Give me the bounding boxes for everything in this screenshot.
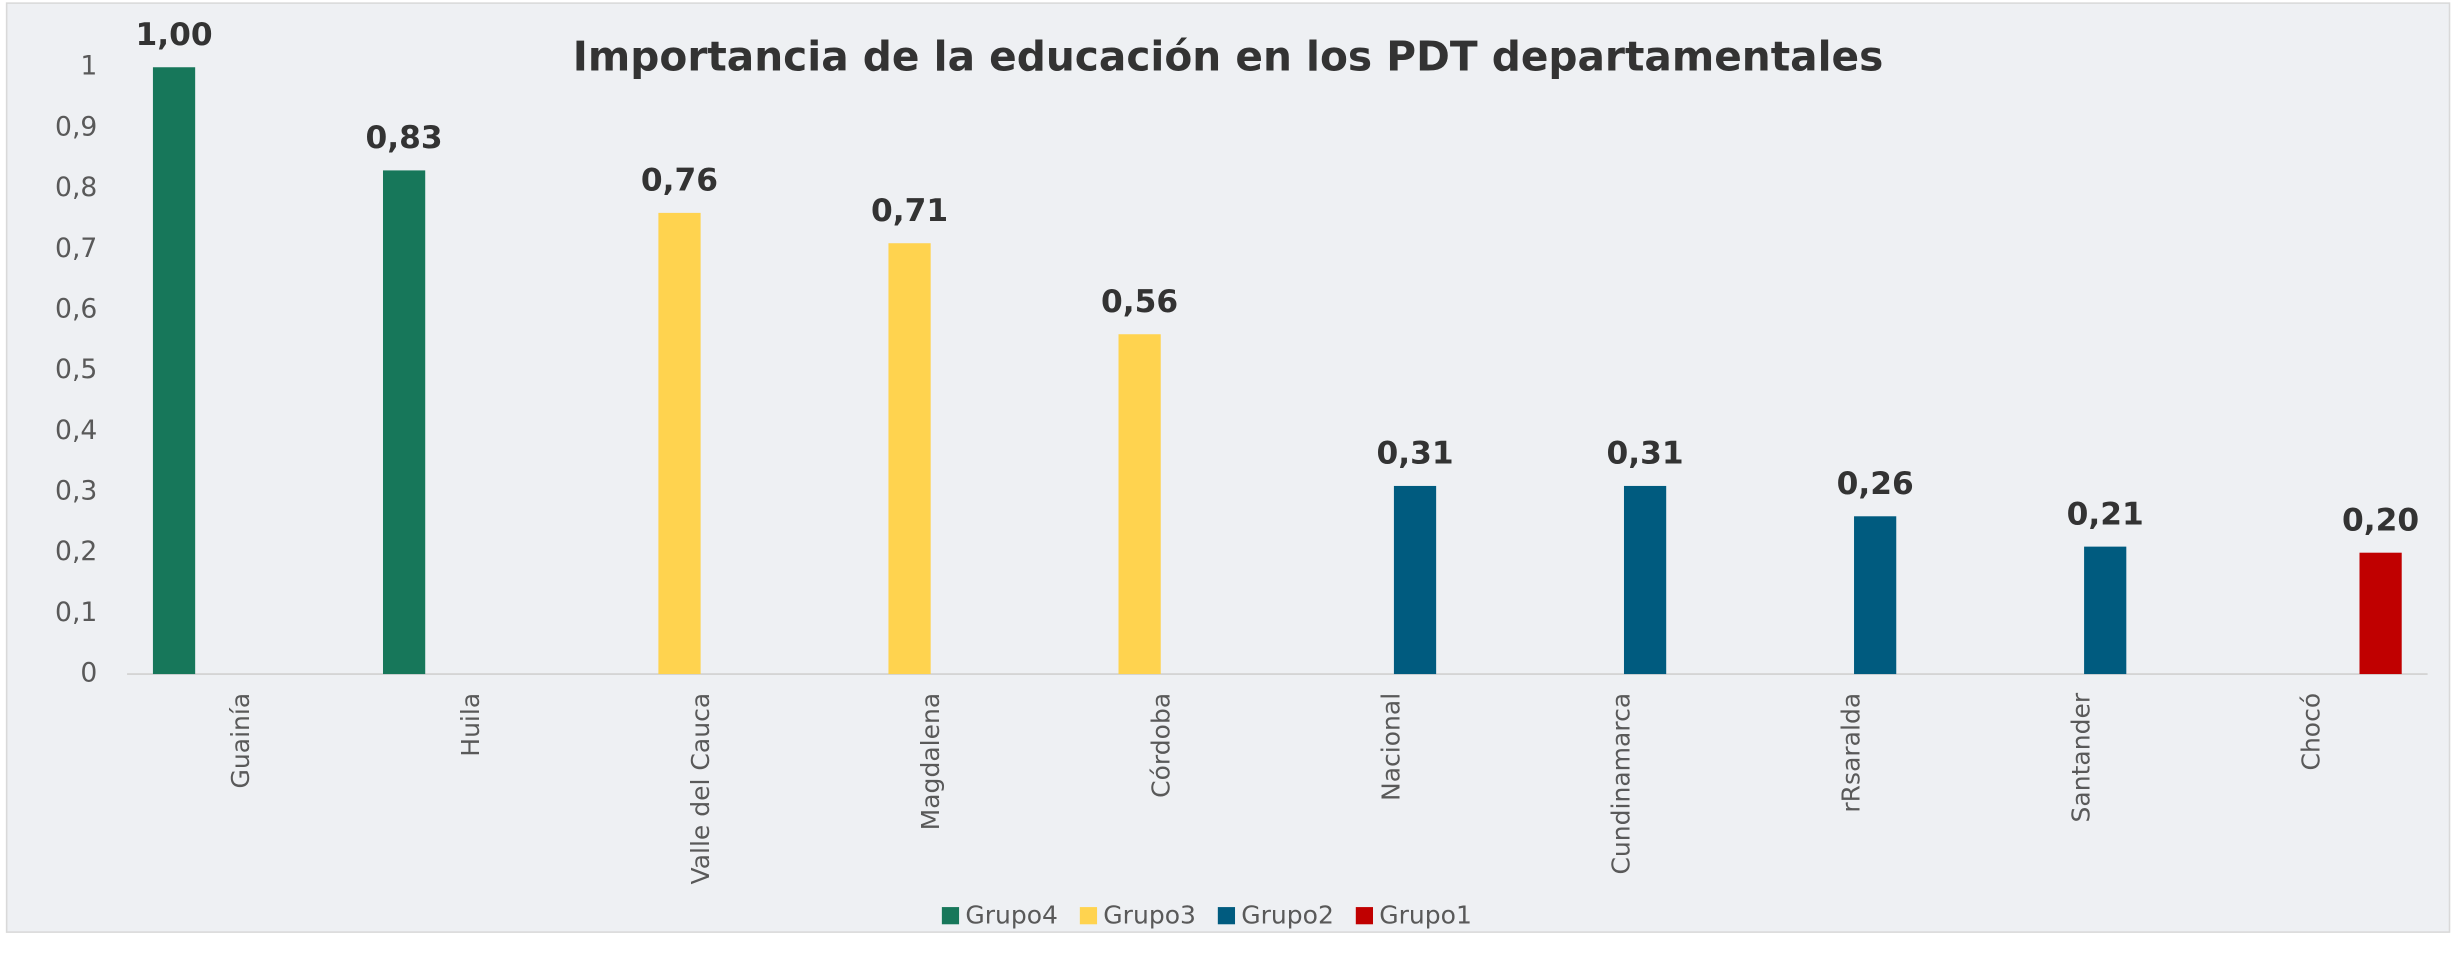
data-label: 0,31 xyxy=(1376,436,1453,472)
y-tick-label: 0,9 xyxy=(55,111,97,142)
data-label: 0,26 xyxy=(1837,466,1914,502)
legend-swatch xyxy=(1217,907,1236,925)
x-tick-label: Córdoba xyxy=(1146,693,1175,798)
data-label: 0,20 xyxy=(2342,502,2419,538)
legend-label: Grupo4 xyxy=(965,900,1058,929)
legend-label: Grupo3 xyxy=(1103,900,1196,929)
data-label: 1,00 xyxy=(135,17,212,53)
bar xyxy=(888,243,931,675)
bar xyxy=(1118,334,1161,675)
y-tick-label: 1 xyxy=(80,51,97,82)
data-label: 0,56 xyxy=(1101,284,1178,320)
y-tick-label: 0,5 xyxy=(55,354,97,385)
legend-swatch xyxy=(1079,907,1098,925)
x-tick-label: Valle del Cauca xyxy=(686,693,715,885)
bar xyxy=(1393,485,1437,675)
y-tick-label: 0,7 xyxy=(55,233,97,264)
x-tick-label: Santander xyxy=(2067,692,2096,822)
y-tick-label: 0 xyxy=(80,658,97,689)
bar xyxy=(382,170,426,675)
bar xyxy=(152,67,196,675)
data-label: 0,21 xyxy=(2067,496,2144,532)
data-label: 0,31 xyxy=(1607,436,1684,472)
bar xyxy=(1854,516,1897,675)
y-tick-label: 0,1 xyxy=(55,597,97,628)
legend-swatch xyxy=(941,907,960,925)
y-tick-label: 0,3 xyxy=(55,476,97,507)
bar xyxy=(2084,546,2127,675)
bar xyxy=(1623,485,1667,675)
x-tick-label: Huila xyxy=(456,693,485,757)
data-label: 0,76 xyxy=(641,163,718,199)
x-tick-label: Nacional xyxy=(1376,693,1405,801)
x-tick-label: Guainía xyxy=(226,693,255,789)
legend-label: Grupo2 xyxy=(1241,900,1334,929)
y-tick-label: 0,6 xyxy=(55,293,97,324)
x-tick-label: rRsaralda xyxy=(1836,693,1865,813)
data-label: 0,83 xyxy=(366,120,443,156)
chart-title: Importancia de la educación en los PDT d… xyxy=(573,32,1884,80)
bar xyxy=(2359,552,2402,675)
data-label: 0,71 xyxy=(871,193,948,229)
legend-label: Grupo1 xyxy=(1379,900,1472,929)
y-tick-label: 0,2 xyxy=(55,536,97,567)
y-tick-label: 0,4 xyxy=(55,415,97,446)
x-tick-label: Cundinamarca xyxy=(1606,693,1635,875)
x-tick-label: Chocó xyxy=(2297,693,2326,771)
y-tick-label: 0,8 xyxy=(55,172,97,203)
x-tick-label: Magdalena xyxy=(916,693,945,831)
bar xyxy=(658,212,701,675)
legend-swatch xyxy=(1355,907,1374,925)
